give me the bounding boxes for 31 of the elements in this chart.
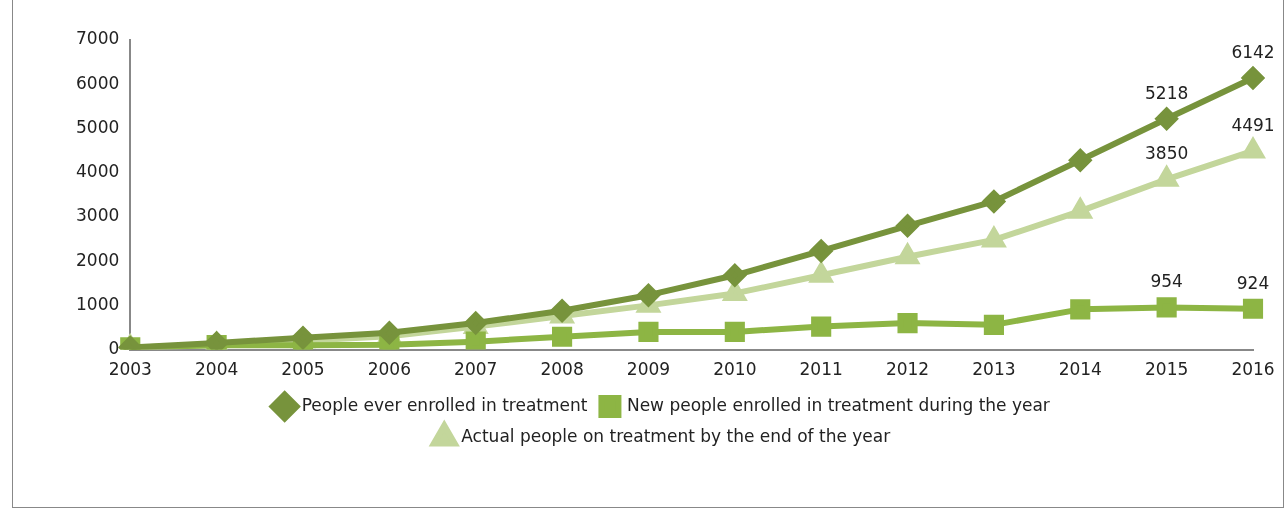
x-tick-label: 2012 — [885, 359, 930, 380]
y-tick-label: 6000 — [76, 72, 120, 93]
x-tick-label: 2016 — [1231, 359, 1275, 380]
y-tick-label: 2000 — [76, 249, 120, 270]
x-tick-label: 2005 — [281, 359, 325, 380]
data-label: 954 — [1150, 271, 1183, 292]
x-tick-label: 2015 — [1145, 359, 1189, 380]
legend-label: Actual people on treatment by the end of the year — [461, 425, 891, 446]
data-label: 924 — [1236, 272, 1270, 293]
y-tick-label: 1000 — [76, 293, 120, 314]
legend-label: New people enrolled in treatment during the year — [626, 394, 1050, 415]
x-tick-label: 2008 — [540, 359, 584, 380]
x-tick-label: 2004 — [195, 359, 239, 380]
y-tick-label: 4000 — [76, 161, 120, 182]
x-tick-label: 2011 — [799, 359, 843, 380]
x-tick-label: 2006 — [367, 359, 411, 380]
x-tick-label: 2014 — [1058, 359, 1102, 380]
y-tick-label: 5000 — [76, 116, 120, 137]
data-label: 3850 — [1145, 143, 1189, 164]
x-tick-label: 2010 — [713, 359, 757, 380]
x-tick-label: 2009 — [626, 359, 671, 380]
y-tick-label: 3000 — [76, 205, 120, 226]
legend-label: People ever enrolled in treatment — [301, 394, 588, 415]
data-label: 6142 — [1231, 41, 1275, 62]
x-tick-label: 2007 — [454, 359, 498, 380]
data-label: 5218 — [1145, 82, 1189, 103]
y-tick-label: 0 — [108, 338, 120, 359]
data-label: 4491 — [1231, 114, 1275, 135]
x-tick-label: 2003 — [108, 359, 152, 380]
x-tick-label: 2013 — [972, 359, 1016, 380]
y-tick-label: 7000 — [76, 28, 120, 49]
